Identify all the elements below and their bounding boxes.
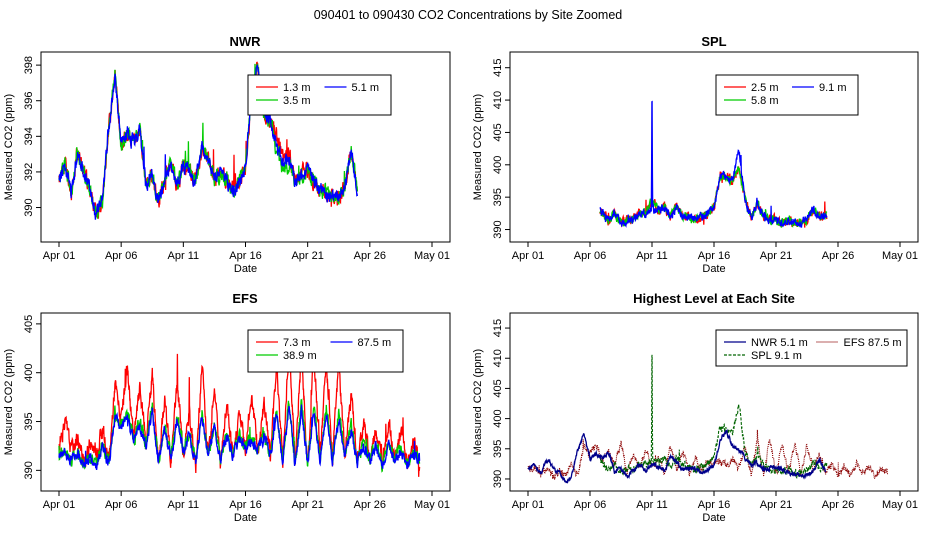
spl-x-tick-label: Apr 21 xyxy=(760,250,792,262)
chart-nwr: NWR Apr 01 Apr 06 Apr 11 Apr 16 Apr 21 Apr 26 M… xyxy=(3,34,451,275)
spl-legend-box xyxy=(715,74,859,116)
highest-x-tick-label: Apr 26 xyxy=(822,499,854,511)
nwr-y-tick-label: 396 xyxy=(23,92,35,110)
spl-y-tick-label: 410 xyxy=(492,91,504,109)
efs-legend: 7.3 m 87.5 m 38.9 m xyxy=(247,329,404,373)
spl-x-tick-label: Apr 01 xyxy=(512,250,544,262)
spl-y-tick-label: 390 xyxy=(492,220,504,238)
nwr-legend-label: 1.3 m xyxy=(283,82,311,94)
highest-y-tick-label: 405 xyxy=(492,379,504,397)
highest-x-tick-label: May 01 xyxy=(882,499,918,511)
highest-y-tick-label: 415 xyxy=(492,319,504,337)
highest-x-tick-label: Apr 11 xyxy=(636,499,668,511)
efs-series-87-5-m xyxy=(58,404,421,471)
highest-chart-title: Highest Level at Each Site xyxy=(633,291,795,306)
spl-legend-label: 2.5 m xyxy=(751,82,779,94)
spl-y-tick-label: 415 xyxy=(492,59,504,77)
nwr-legend-label: 5.1 m xyxy=(352,82,380,94)
efs-legend-label: 38.9 m xyxy=(283,350,317,362)
efs-y-tick-label: 405 xyxy=(23,315,35,333)
spl-series-9-1-m xyxy=(599,100,828,229)
chart-spl: SPL Apr 01 Apr 06 Apr 11 Apr 16 Apr 21 Apr 26 M… xyxy=(472,34,919,275)
efs-legend-label: 87.5 m xyxy=(358,337,392,349)
efs-y-tick-label: 395 xyxy=(23,412,35,430)
efs-x-tick-label: Apr 16 xyxy=(229,499,261,511)
nwr-series-5-1-m xyxy=(58,64,359,220)
spl-x-tick-label: Apr 16 xyxy=(698,250,730,262)
spl-legend-label: 9.1 m xyxy=(819,82,847,94)
nwr-x-tick-label: Apr 01 xyxy=(43,250,75,262)
efs-x-tick-label: Apr 11 xyxy=(168,499,200,511)
nwr-legend-box xyxy=(247,74,392,116)
nwr-legend: 1.3 m 5.1 m 3.5 m xyxy=(247,74,392,116)
nwr-x-tick-label: Apr 21 xyxy=(291,250,323,262)
highest-y-tick-label: 395 xyxy=(492,440,504,458)
nwr-y-axis-label: Measured CO2 (ppm) xyxy=(3,94,15,200)
highest-legend-label: SPL 9.1 m xyxy=(751,350,802,362)
spl-legend: 2.5 m 9.1 m 5.8 m xyxy=(715,74,859,116)
efs-x-tick-label: Apr 06 xyxy=(105,499,137,511)
efs-x-tick-label: Apr 26 xyxy=(354,499,386,511)
nwr-x-tick-label: Apr 11 xyxy=(168,250,200,262)
highest-legend-box xyxy=(715,329,908,367)
spl-y-tick-label: 400 xyxy=(492,156,504,174)
spl-y-tick-label: 405 xyxy=(492,123,504,141)
chart-highest: Highest Level at Each Site Apr 01 Apr 06 Ap… xyxy=(472,291,919,524)
nwr-y-tick-label: 390 xyxy=(23,198,35,216)
spl-x-tick-label: May 01 xyxy=(882,250,918,262)
highest-x-tick-label: Apr 16 xyxy=(698,499,730,511)
highest-x-tick-label: Apr 21 xyxy=(760,499,792,511)
highest-y-axis-label: Measured CO2 (ppm) xyxy=(472,349,484,455)
efs-x-axis-label: Date xyxy=(234,512,257,524)
spl-legend-label: 5.8 m xyxy=(751,95,779,107)
spl-x-tick-label: Apr 11 xyxy=(636,250,668,262)
spl-x-tick-label: Apr 26 xyxy=(822,250,854,262)
highest-x-axis-label: Date xyxy=(702,512,725,524)
efs-series-7-3-m xyxy=(58,346,421,477)
efs-x-tick-label: Apr 21 xyxy=(291,499,323,511)
highest-legend-label: EFS 87.5 m xyxy=(844,337,902,349)
nwr-y-tick-label: 394 xyxy=(23,127,35,145)
highest-y-tick-label: 400 xyxy=(492,409,504,427)
highest-x-tick-label: Apr 01 xyxy=(512,499,544,511)
nwr-y-tick-label: 398 xyxy=(23,56,35,74)
nwr-x-axis-label: Date xyxy=(234,263,257,275)
highest-series-spl-9-1-m xyxy=(599,354,828,479)
efs-y-tick-label: 390 xyxy=(23,461,35,479)
highest-y-tick-label: 390 xyxy=(492,470,504,488)
spl-x-tick-label: Apr 06 xyxy=(574,250,606,262)
chart-efs: EFS Apr 01 Apr 06 Apr 11 Apr 16 Apr 21 Apr 26 M… xyxy=(3,291,451,524)
nwr-x-tick-label: Apr 06 xyxy=(105,250,137,262)
nwr-x-tick-label: Apr 16 xyxy=(229,250,261,262)
highest-series-nwr-5-1-m xyxy=(527,428,827,484)
spl-y-tick-label: 395 xyxy=(492,188,504,206)
highest-legend-label: NWR 5.1 m xyxy=(751,337,808,349)
efs-chart-title: EFS xyxy=(232,291,258,306)
nwr-x-tick-label: Apr 26 xyxy=(354,250,386,262)
efs-y-axis-label: Measured CO2 (ppm) xyxy=(3,349,15,455)
highest-x-tick-label: Apr 06 xyxy=(574,499,606,511)
highest-y-tick-label: 410 xyxy=(492,349,504,367)
efs-x-tick-label: Apr 01 xyxy=(43,499,75,511)
figure-title: 090401 to 090430 CO2 Concentrations by S… xyxy=(314,8,623,22)
efs-x-tick-label: May 01 xyxy=(414,499,450,511)
efs-legend-box xyxy=(247,329,404,373)
nwr-x-tick-label: May 01 xyxy=(414,250,450,262)
spl-chart-title: SPL xyxy=(701,34,726,49)
nwr-chart-title: NWR xyxy=(229,34,261,49)
nwr-legend-label: 3.5 m xyxy=(283,95,311,107)
nwr-y-tick-label: 392 xyxy=(23,163,35,181)
chart-panels: NWR Apr 01 Apr 06 Apr 11 Apr 16 Apr 21 Apr 26 M… xyxy=(3,34,919,524)
efs-legend-label: 7.3 m xyxy=(283,337,311,349)
highest-legend: NWR 5.1 m EFS 87.5 m SPL 9.1 m xyxy=(715,329,908,367)
efs-y-tick-label: 400 xyxy=(23,364,35,382)
spl-x-axis-label: Date xyxy=(702,263,725,275)
spl-y-axis-label: Measured CO2 (ppm) xyxy=(472,94,484,200)
